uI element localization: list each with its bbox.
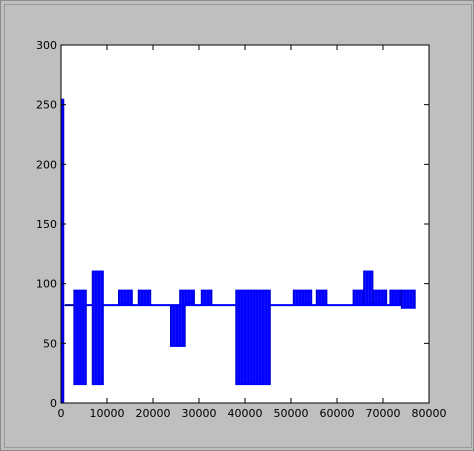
x-tick-label: 60000 <box>320 407 355 420</box>
y-tick-label: 200 <box>36 158 57 171</box>
y-tick-label: 150 <box>36 218 57 231</box>
x-tick-label: 80000 <box>412 407 447 420</box>
x-tick-label: 0 <box>58 407 65 420</box>
x-tick-label: 30000 <box>182 407 217 420</box>
figure-frame <box>4 4 472 448</box>
series-block <box>363 270 373 306</box>
y-tick-label: 0 <box>50 397 57 410</box>
series-block <box>401 289 416 309</box>
series-block <box>61 98 64 403</box>
series-block <box>92 270 104 386</box>
x-tick-label: 10000 <box>90 407 125 420</box>
x-tick-label: 40000 <box>228 407 263 420</box>
y-tick-label: 50 <box>43 337 57 350</box>
series-block <box>293 289 312 306</box>
series-block <box>118 289 133 306</box>
y-tick-label: 250 <box>36 99 57 112</box>
x-tick-label: 50000 <box>274 407 309 420</box>
x-tick-label: 20000 <box>136 407 171 420</box>
series-block <box>73 289 87 386</box>
x-tick-label: 70000 <box>366 407 401 420</box>
y-tick-label: 100 <box>36 278 57 291</box>
y-tick-label: 300 <box>36 39 57 52</box>
series-block <box>138 289 151 306</box>
series-block <box>372 289 387 306</box>
